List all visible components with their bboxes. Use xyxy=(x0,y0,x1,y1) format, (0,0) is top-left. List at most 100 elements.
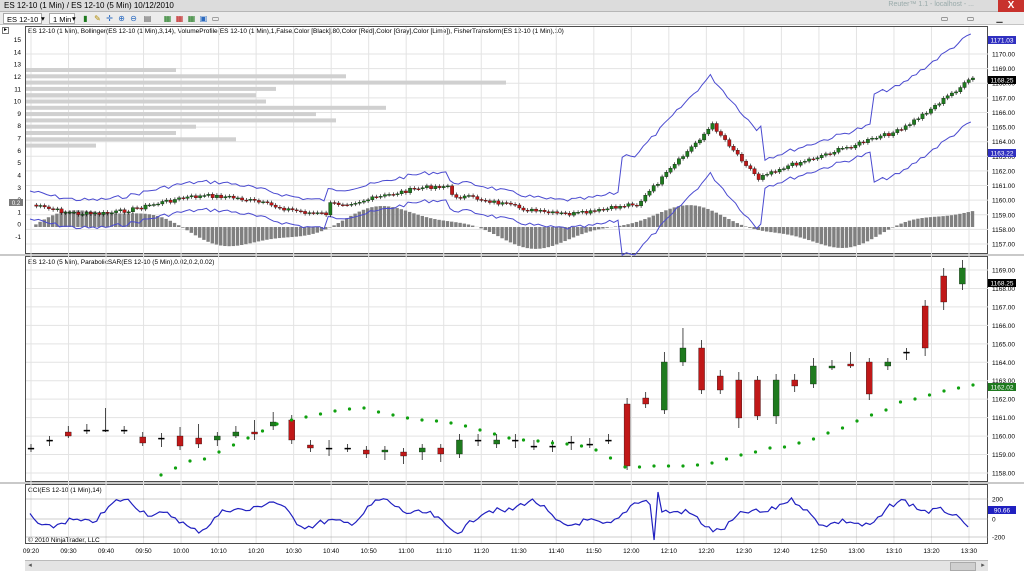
bar-chart-icon[interactable]: ▮ xyxy=(83,14,88,23)
time-axis-label: 12:00 xyxy=(623,548,640,555)
price-candle xyxy=(374,196,379,198)
close-button[interactable]: X xyxy=(998,0,1024,12)
price-candle xyxy=(769,171,774,175)
panel-splitter-2[interactable] xyxy=(0,482,1024,484)
price-candle xyxy=(810,365,817,385)
fisher-histogram-bar xyxy=(437,219,441,227)
interval-dropdown-icon[interactable]: ▾ xyxy=(72,14,76,23)
price-candle xyxy=(731,146,736,151)
price-candle xyxy=(345,204,349,206)
zoom-in-icon[interactable]: ⊕ xyxy=(118,14,125,23)
price-candle xyxy=(105,212,110,214)
price-candle xyxy=(647,190,652,196)
last-price-tag: 1168.25 xyxy=(990,78,1013,85)
scroll-left-icon[interactable]: ◂ xyxy=(28,562,32,569)
fisher-histogram-bar xyxy=(584,227,588,233)
zoom-out-icon[interactable]: ⊖ xyxy=(130,14,137,23)
fisher-histogram-bar xyxy=(72,210,76,227)
left-axis-label: 7 xyxy=(17,136,21,143)
fisher-histogram-bar xyxy=(702,207,706,227)
price-candle xyxy=(240,197,244,201)
panel-splitter-1[interactable] xyxy=(0,254,1024,256)
price-candle xyxy=(664,172,669,177)
upper-band-price-tag-bg xyxy=(988,36,1016,44)
refresh-icon[interactable]: ▣ xyxy=(199,14,208,23)
fisher-histogram-bar xyxy=(819,227,823,245)
minimize-icon[interactable]: ▁ xyxy=(996,14,1003,23)
fisher-histogram-bar xyxy=(676,206,681,227)
window-right-icon[interactable]: ▭ xyxy=(966,14,975,23)
price-candle xyxy=(387,194,391,196)
panel-menu-icon[interactable]: ▸ xyxy=(2,27,9,34)
fisher-histogram-bar xyxy=(496,227,500,237)
indicator-icon[interactable]: ▦ xyxy=(187,14,196,23)
fisher-histogram-bar xyxy=(294,227,298,237)
scroll-right-icon[interactable]: ▸ xyxy=(981,562,985,569)
price-candle xyxy=(63,212,68,214)
price-candle xyxy=(959,267,966,285)
time-axis-label: 11:30 xyxy=(511,548,527,555)
fisher-histogram-bar xyxy=(626,224,630,227)
parabolic-sar-dot xyxy=(768,446,772,450)
crosshair-icon[interactable]: ✛ xyxy=(106,14,113,23)
properties-icon[interactable]: ▤ xyxy=(143,14,152,23)
fisher-histogram-bar xyxy=(319,227,324,232)
price-candle xyxy=(185,196,190,199)
parabolic-sar-dot xyxy=(159,473,163,477)
price-candle xyxy=(257,200,261,203)
fisher-histogram-bar xyxy=(563,227,567,242)
interval-selector[interactable]: 1 Min xyxy=(49,13,76,24)
price-candle xyxy=(195,437,202,445)
left-axis-label: 8 xyxy=(17,123,21,130)
price-candle xyxy=(916,118,921,120)
strategy-icon[interactable]: ▦ xyxy=(175,14,184,23)
left-axis-label: 15 xyxy=(14,37,22,44)
parabolic-sar-dot xyxy=(797,441,801,445)
left-axis-label: 14 xyxy=(14,49,22,56)
fisher-histogram-bar xyxy=(794,227,798,237)
instrument-selector[interactable]: ES 12-10 xyxy=(3,13,43,24)
fisher-histogram-bar xyxy=(361,209,366,227)
fisher-histogram-bar xyxy=(311,227,315,234)
fisher-histogram-bar xyxy=(206,227,210,242)
fisher-histogram-bar xyxy=(462,223,466,227)
fisher-histogram-bar xyxy=(303,227,307,236)
last-price-tag-5min: 1168.25 xyxy=(990,281,1013,288)
price-axis-label: 1161.00 xyxy=(992,183,1015,190)
price-candle xyxy=(887,133,891,136)
pencil-icon[interactable]: ✎ xyxy=(94,14,101,23)
data-box-icon[interactable]: ▦ xyxy=(163,14,172,23)
price-candle xyxy=(601,209,606,211)
parabolic-sar-dot xyxy=(362,406,366,410)
price-candle xyxy=(419,447,426,453)
price-axis-label: 1164.00 xyxy=(992,360,1015,367)
window-left-icon[interactable]: ▭ xyxy=(940,14,949,23)
time-axis-label: 12:30 xyxy=(736,548,753,555)
volume-profile-bar xyxy=(26,99,266,104)
fisher-histogram-bar xyxy=(920,218,924,227)
price-candle xyxy=(777,169,782,173)
fisher-histogram-bar xyxy=(282,227,286,238)
fisher-histogram-bar xyxy=(693,205,697,227)
horizontal-scrollbar[interactable]: ◂ ▸ xyxy=(25,560,988,571)
instrument-dropdown-icon[interactable]: ▾ xyxy=(41,14,45,23)
left-axis-label: 13 xyxy=(14,62,22,69)
fisher-histogram-bar xyxy=(718,214,723,227)
left-axis-label: 9 xyxy=(17,111,21,118)
price-candle xyxy=(765,174,769,176)
fisher-histogram-bar xyxy=(412,213,416,227)
parabolic-sar-dot xyxy=(521,438,526,442)
price-candle xyxy=(609,206,614,210)
price-candle xyxy=(681,156,685,159)
left-axis-label: 11 xyxy=(14,86,21,93)
fisher-histogram-bar xyxy=(966,212,970,227)
overlay-icon[interactable]: ▭ xyxy=(211,14,220,23)
price-candle xyxy=(828,365,836,369)
scrollbar-thumb[interactable] xyxy=(950,562,976,571)
price-candle xyxy=(551,211,555,214)
price-candle xyxy=(824,153,828,156)
fisher-histogram-bar xyxy=(765,227,769,232)
price-candle xyxy=(937,103,942,106)
price-candle xyxy=(156,203,160,206)
